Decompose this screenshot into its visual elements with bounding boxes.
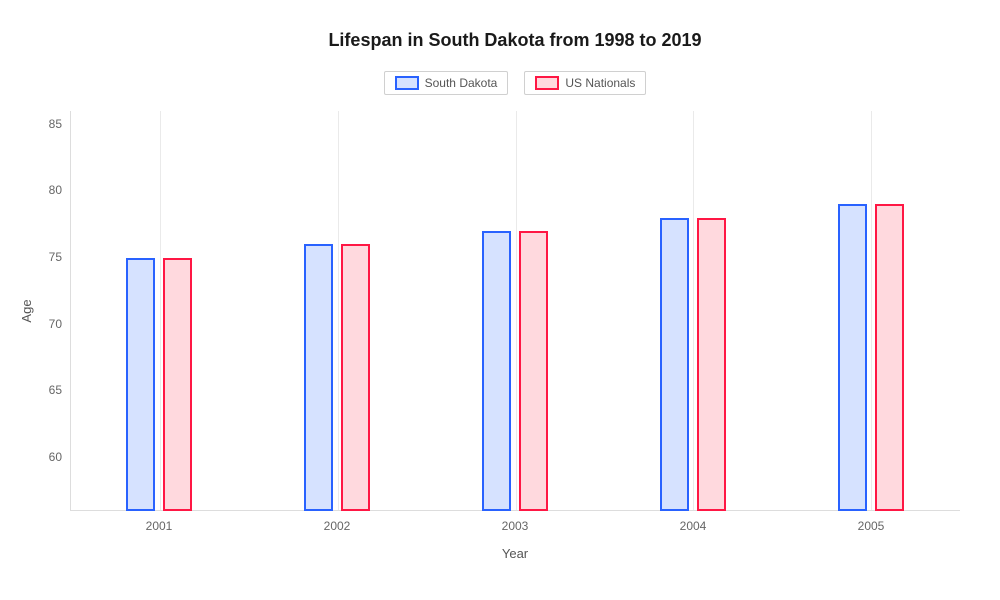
bar[interactable] (163, 258, 191, 511)
bar[interactable] (482, 231, 510, 511)
legend-label: South Dakota (425, 76, 498, 90)
x-tick: 2001 (146, 519, 173, 533)
x-axis-label: Year (502, 546, 528, 561)
y-tick: 65 (49, 383, 62, 397)
legend-item-south-dakota[interactable]: South Dakota (384, 71, 509, 95)
legend: South Dakota US Nationals (70, 71, 960, 95)
x-tick: 2002 (324, 519, 351, 533)
bar[interactable] (875, 204, 903, 511)
y-tick: 70 (49, 317, 62, 331)
x-tick: 2003 (502, 519, 529, 533)
plot-area: Age 606570758085 20012002200320042005 Ye… (70, 111, 960, 511)
legend-swatch (395, 76, 419, 90)
bar[interactable] (660, 218, 688, 511)
bars-layer (70, 111, 960, 511)
bar[interactable] (341, 244, 369, 511)
legend-swatch (535, 76, 559, 90)
chart-title: Lifespan in South Dakota from 1998 to 20… (70, 30, 960, 51)
y-axis: 60 65 70 75 80 85 (20, 111, 70, 511)
bar[interactable] (838, 204, 866, 511)
bar[interactable] (697, 218, 725, 511)
x-axis: 2001 2002 2003 2004 2005 (70, 511, 960, 541)
bar[interactable] (519, 231, 547, 511)
y-tick: 80 (49, 183, 62, 197)
bar[interactable] (304, 244, 332, 511)
legend-item-us-nationals[interactable]: US Nationals (524, 71, 646, 95)
legend-label: US Nationals (565, 76, 635, 90)
y-tick: 60 (49, 450, 62, 464)
x-tick: 2004 (680, 519, 707, 533)
x-tick: 2005 (858, 519, 885, 533)
chart-container: Lifespan in South Dakota from 1998 to 20… (0, 0, 1000, 600)
y-tick: 75 (49, 250, 62, 264)
y-tick: 85 (49, 117, 62, 131)
bar[interactable] (126, 258, 154, 511)
